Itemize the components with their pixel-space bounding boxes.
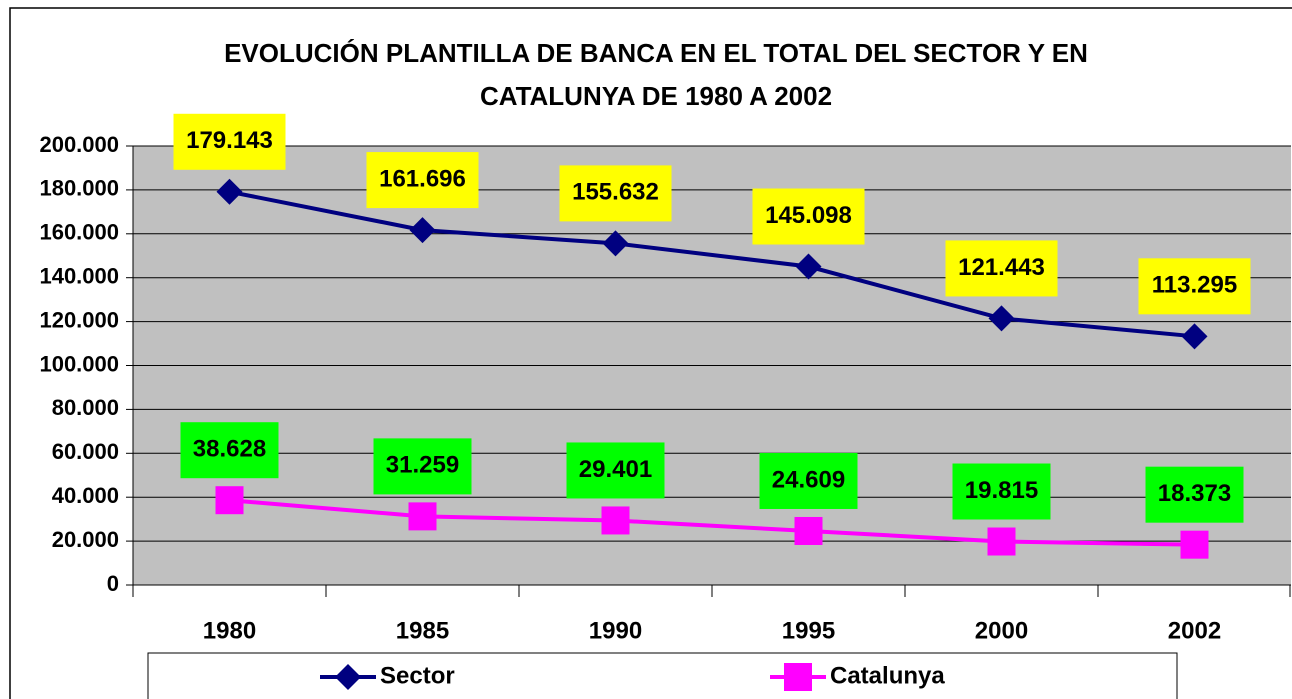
data-label-box	[566, 442, 665, 499]
y-tick-label: 80.000	[52, 395, 119, 420]
y-tick-label: 60.000	[52, 439, 119, 464]
y-tick-label: 0	[107, 571, 119, 596]
data-label: 18.373	[1158, 480, 1231, 507]
data-label-box	[759, 452, 858, 509]
x-tick-label: 1985	[396, 617, 449, 644]
series-marker	[1181, 323, 1208, 350]
x-tick-label: 1995	[782, 617, 835, 644]
legend-label: Sector	[380, 662, 455, 689]
data-label: 38.628	[193, 436, 266, 463]
series-marker	[408, 502, 437, 531]
data-label-box	[366, 152, 479, 209]
data-label: 113.295	[1152, 272, 1237, 299]
data-label-box	[1138, 258, 1251, 315]
y-tick-label: 20.000	[52, 527, 119, 552]
x-tick-label: 2000	[975, 617, 1028, 644]
y-tick-label: 100.000	[39, 351, 119, 376]
chart-title: EVOLUCIÓN PLANTILLA DE BANCA EN EL TOTAL…	[224, 38, 1088, 68]
data-label: 31.259	[386, 452, 459, 479]
y-tick-label: 140.000	[39, 264, 119, 289]
data-label: 179.143	[186, 127, 273, 154]
series-marker	[987, 527, 1016, 556]
data-label-box	[1145, 466, 1244, 523]
data-label: 161.696	[379, 165, 466, 192]
series-marker	[601, 506, 630, 535]
series-marker	[988, 305, 1015, 332]
data-label: 24.609	[772, 466, 845, 493]
legend-marker	[784, 663, 812, 691]
data-label: 29.401	[579, 456, 652, 483]
series-marker	[215, 486, 244, 515]
series-marker	[794, 516, 823, 545]
data-label: 155.632	[572, 179, 659, 206]
y-tick-label: 180.000	[39, 176, 119, 201]
x-tick-label: 1990	[589, 617, 642, 644]
y-tick-label: 120.000	[39, 307, 119, 332]
series-line	[229, 189, 1195, 339]
data-label: 121.443	[958, 254, 1045, 281]
series-marker	[1180, 530, 1209, 559]
data-label-box	[945, 240, 1058, 297]
y-tick-label: 200.000	[39, 132, 119, 157]
x-tick-label: 1980	[203, 617, 256, 644]
series-marker	[216, 178, 243, 205]
data-label-box	[952, 463, 1051, 520]
data-label-box	[180, 422, 279, 479]
legend-marker	[335, 664, 361, 690]
data-label-box	[559, 165, 672, 222]
legend-label: Catalunya	[830, 662, 945, 689]
data-label-box	[173, 113, 286, 170]
series-line	[229, 498, 1195, 547]
legend	[147, 652, 1178, 699]
data-label: 145.098	[765, 202, 852, 229]
data-label: 19.815	[965, 477, 1038, 504]
data-label-box	[373, 438, 472, 495]
x-tick-label: 2002	[1168, 617, 1221, 644]
chart-title: CATALUNYA DE 1980 A 2002	[480, 81, 832, 111]
y-tick-label: 40.000	[52, 483, 119, 508]
series-marker	[602, 230, 629, 257]
series-marker	[409, 217, 436, 244]
data-label-box	[752, 188, 865, 245]
series-marker	[795, 253, 822, 280]
y-tick-label: 160.000	[39, 220, 119, 245]
